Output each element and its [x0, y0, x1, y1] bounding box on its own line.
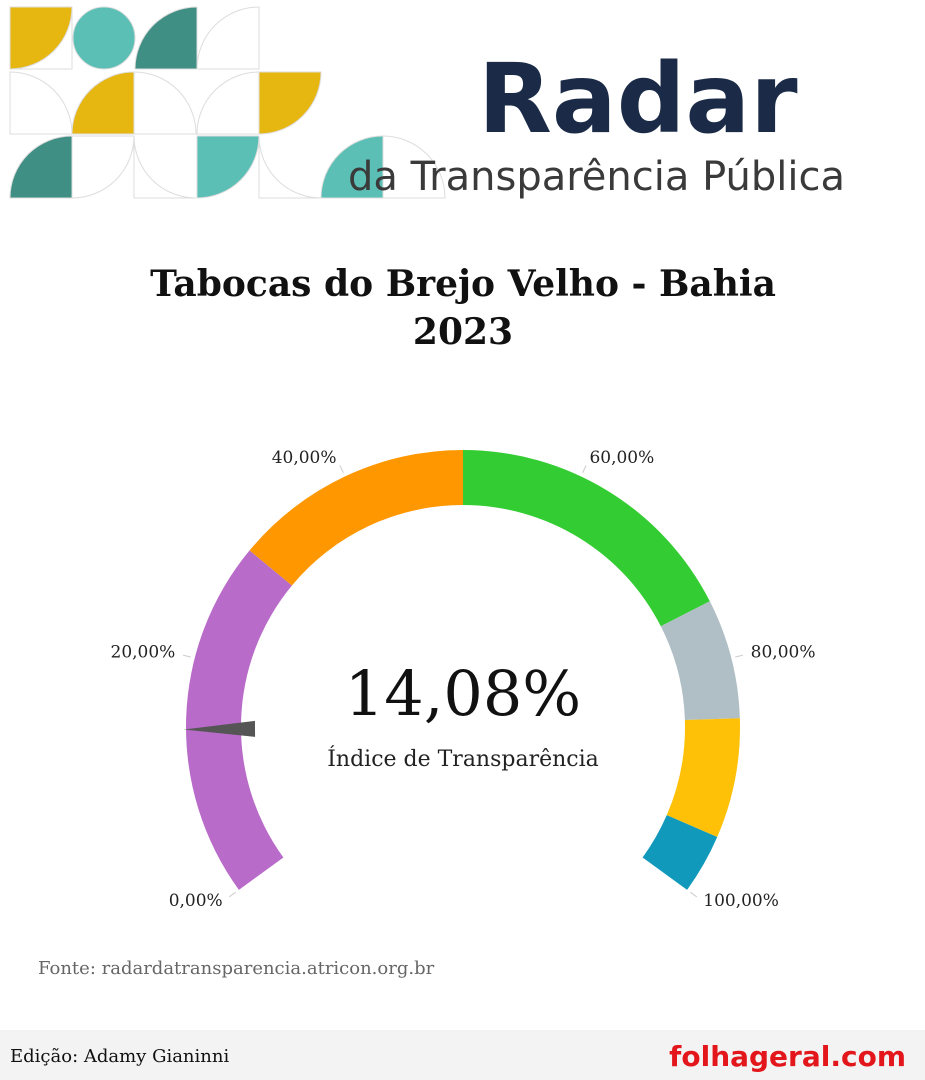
tick-mark: [228, 891, 236, 898]
value-label: 14,08%: [345, 657, 581, 730]
gauge-band: [185, 550, 292, 890]
tick-mark: [339, 465, 344, 473]
gauge-band: [642, 815, 718, 890]
tick-mark: [182, 654, 191, 658]
tagline: da Transparência Pública: [348, 154, 845, 200]
needle: [184, 720, 256, 737]
chart-subtitle: 2023: [413, 311, 513, 353]
tick-label: 60,00%: [589, 448, 654, 468]
tick-label: 80,00%: [751, 643, 816, 663]
gauge-band: [666, 718, 740, 838]
tick-label: 20,00%: [111, 643, 176, 663]
gauge-band: [660, 601, 740, 721]
tick-label: 40,00%: [272, 448, 337, 468]
chart-title: Tabocas do Brejo Velho - Bahia: [150, 263, 776, 305]
value-caption: Índice de Transparência: [327, 745, 599, 772]
gauge-band: [463, 450, 710, 627]
tick-label: 100,00%: [703, 891, 779, 911]
credit: Edição: Adamy Gianinni: [10, 1046, 229, 1067]
tick-mark: [690, 891, 698, 898]
site: folhageral.com: [669, 1040, 906, 1073]
gauge-band: [249, 450, 463, 586]
tick-mark: [582, 465, 587, 473]
logo-mosaic: [9, 6, 446, 199]
tick-mark: [735, 654, 744, 658]
footer-bar: [0, 1030, 925, 1080]
tick-label: 0,00%: [169, 891, 223, 911]
brand: Radar: [478, 43, 798, 155]
source: Fonte: radardatransparencia.atricon.org.…: [38, 958, 435, 979]
